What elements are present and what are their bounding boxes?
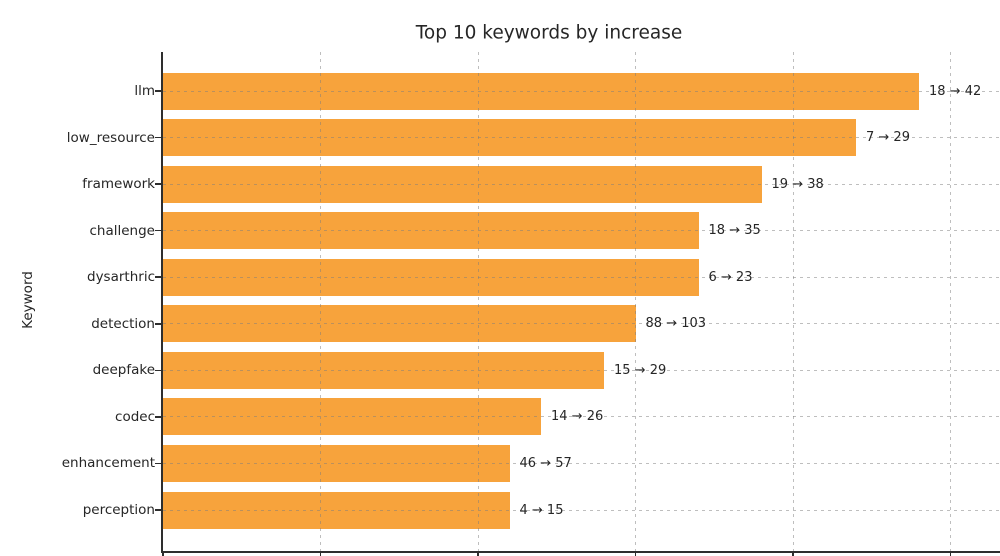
bar-value-annotation: 4 → 15: [519, 502, 564, 518]
y-tick-mark: [154, 462, 161, 465]
bar-value-annotation: 15 → 29: [614, 362, 667, 378]
y-tick-mark: [154, 416, 161, 418]
y-tick-mark: [154, 183, 161, 185]
bar-value-annotation: 14 → 26: [551, 409, 604, 425]
x-tick-mark: [477, 553, 479, 556]
category-label: framework: [82, 176, 155, 193]
category-label: low_resource: [66, 129, 155, 146]
category-label: deepfake: [92, 362, 155, 379]
x-gridline: [477, 52, 479, 551]
y-tick-mark: [154, 276, 161, 279]
category-label: perception: [82, 502, 155, 519]
x-tick-mark: [634, 553, 637, 556]
plot-area: 18 → 42 7 → 29 19 → 38 18 → 35 6 → 23 88 → 10…: [154, 52, 1000, 556]
category-label: llm: [134, 83, 155, 99]
y-tick-mark: [154, 90, 161, 92]
x-gridline: [950, 52, 951, 551]
y-gridline: [163, 276, 1000, 278]
y-gridline: [163, 137, 1000, 139]
bar-value-annotation: 88 → 103: [645, 316, 707, 332]
y-gridline: [163, 416, 1000, 418]
y-axis-spine: [161, 52, 163, 554]
x-axis-spine: [161, 551, 1000, 554]
category-label: enhancement: [61, 455, 155, 472]
category-label: codec: [115, 408, 155, 425]
y-tick-mark: [154, 323, 161, 325]
x-gridline: [320, 52, 321, 551]
bar-value-annotation: 46 → 57: [519, 455, 572, 471]
x-tick-mark: [319, 553, 322, 556]
category-label: dysarthric: [87, 269, 155, 286]
x-tick-mark: [949, 553, 952, 556]
y-gridline: [163, 462, 1000, 464]
y-tick-mark: [154, 229, 161, 232]
bar-value-annotation: 18 → 42: [929, 83, 982, 99]
y-gridline: [163, 230, 1000, 232]
y-tick-mark: [154, 136, 161, 139]
x-tick-mark: [162, 553, 164, 556]
x-gridline: [792, 52, 794, 551]
chart-title: Top 10 keywords by increase: [415, 22, 683, 44]
bar-value-annotation: 18 → 35: [708, 223, 761, 239]
x-gridline: [635, 52, 636, 551]
y-tick-mark: [154, 369, 161, 372]
y-gridline: [163, 183, 1000, 185]
bar-value-annotation: 7 → 29: [866, 130, 910, 146]
y-gridline: [163, 90, 1000, 92]
category-label: detection: [91, 315, 155, 332]
category-label: challenge: [89, 222, 156, 239]
y-gridline: [163, 323, 1000, 325]
bar-value-annotation: 6 → 23: [708, 269, 753, 285]
y-gridline: [163, 369, 1000, 371]
y-tick-mark: [154, 509, 161, 511]
y-gridline: [163, 509, 1000, 511]
x-tick-mark: [792, 553, 794, 556]
bar-value-annotation: 19 → 38: [771, 176, 824, 192]
